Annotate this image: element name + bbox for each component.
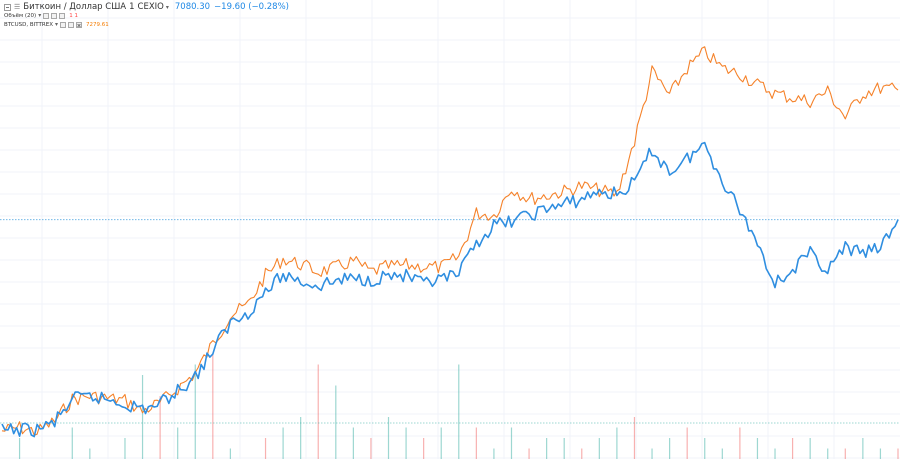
volume-bar <box>335 385 337 459</box>
volume-bar <box>370 438 372 459</box>
volume-bar <box>317 364 319 459</box>
close-icon[interactable] <box>76 21 82 28</box>
collapse-icon[interactable] <box>4 3 11 11</box>
volume-bar <box>405 427 407 459</box>
volume-bar <box>581 448 583 459</box>
volume-bar <box>809 438 811 459</box>
dropdown-icon[interactable]: ▾ <box>165 3 169 11</box>
volume-bar <box>616 427 618 459</box>
volume-bar <box>141 375 144 459</box>
volume-legend: Объём (20) ▾ 1 1 <box>4 12 78 19</box>
volume-bar <box>229 448 231 459</box>
volume-histogram <box>18 354 899 459</box>
volume-bar <box>669 438 671 459</box>
volume-bar <box>510 427 513 459</box>
volume-bar <box>528 448 530 459</box>
hide-icon[interactable] <box>60 21 66 28</box>
volume-bar <box>844 448 846 459</box>
volume-bar <box>177 427 179 459</box>
volume-bar <box>862 438 864 459</box>
volume-bar <box>598 438 600 459</box>
exchange-label[interactable]: CEXIO <box>137 2 164 12</box>
main-symbol-legend: ☰ Биткоин / Доллар США 1 CEXIO ▾ 7080.30… <box>4 2 289 12</box>
volume-bar <box>827 448 829 459</box>
close-icon[interactable] <box>59 12 66 19</box>
volume-bar <box>739 427 741 459</box>
volume-bar <box>756 438 759 459</box>
settings-icon[interactable] <box>51 12 58 19</box>
volume-bar <box>423 438 425 459</box>
compare-symbol[interactable]: BTCUSD, BITTREX <box>4 21 53 28</box>
volume-bar <box>300 417 302 459</box>
volume-bar <box>212 354 214 459</box>
last-price: 7080.30 <box>174 2 211 12</box>
series-line-btcusd-cexio <box>1 141 899 438</box>
hide-icon[interactable] <box>43 12 50 19</box>
volume-bar <box>704 438 706 459</box>
price-change: −19.60 (−0.28%) <box>214 2 289 12</box>
price-markers <box>0 219 900 424</box>
series-line-btcusd-bittrex <box>1 46 899 436</box>
series-lines <box>1 46 899 438</box>
volume-bar <box>194 364 196 459</box>
volume-bar <box>264 438 267 459</box>
volume-bar <box>774 448 776 459</box>
volume-bar <box>458 364 460 459</box>
volume-bar <box>721 448 723 459</box>
menu-icon[interactable]: ☰ <box>14 3 21 11</box>
compare-value: 7279.61 <box>86 21 109 28</box>
volume-values: 1 1 <box>69 12 78 19</box>
volume-bar <box>633 417 636 459</box>
volume-bar <box>879 448 882 459</box>
volume-bar <box>546 438 548 459</box>
interval-label[interactable]: 1 <box>129 2 135 12</box>
volume-bar <box>440 427 442 459</box>
symbol-title[interactable]: Биткоин / Доллар США <box>23 2 127 12</box>
volume-bar <box>651 448 653 459</box>
dropdown-icon[interactable]: ▾ <box>54 21 58 28</box>
volume-bar <box>493 448 495 459</box>
volume-bar <box>282 427 284 459</box>
volume-bar <box>159 396 161 459</box>
volume-bar <box>18 438 21 459</box>
compare-legend: BTCUSD, BITTREX ▾ 7279.61 <box>4 21 109 28</box>
volume-bar <box>791 438 794 459</box>
settings-icon[interactable] <box>68 21 74 28</box>
volume-label[interactable]: Объём (20) <box>4 12 37 19</box>
volume-bar <box>563 438 565 459</box>
dropdown-icon[interactable]: ▾ <box>38 12 42 19</box>
volume-bar <box>124 438 126 459</box>
volume-bar <box>352 427 354 459</box>
volume-bar <box>89 448 91 459</box>
volume-bar <box>71 427 73 459</box>
volume-bar <box>387 417 390 459</box>
volume-bar <box>897 448 899 459</box>
volume-bar <box>686 427 688 459</box>
volume-bar <box>475 427 477 459</box>
